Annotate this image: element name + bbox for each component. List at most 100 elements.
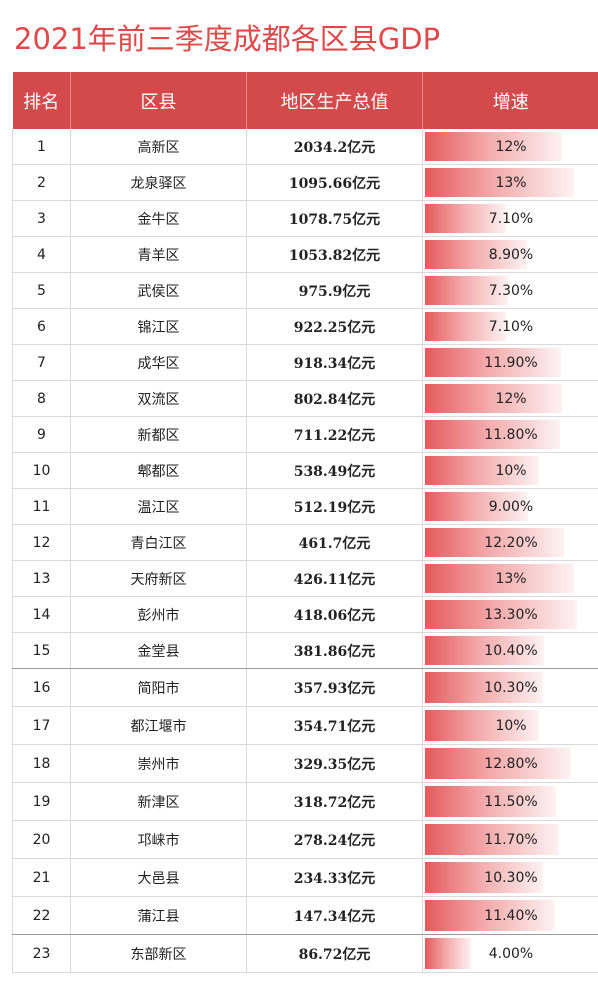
table-row[interactable]: 9 新都区 711.22亿元 11.80%: [12, 416, 598, 453]
rank-cell: 12: [12, 524, 71, 561]
growth-cell: 11.50%: [422, 782, 598, 821]
table-row[interactable]: 20 邛崃市 278.24亿元 11.70%: [12, 820, 598, 859]
gdp-cell: 354.71亿元: [246, 706, 423, 745]
growth-cell: 10%: [422, 706, 598, 745]
rank-cell: 6: [12, 308, 71, 345]
county-cell: 简阳市: [70, 668, 247, 707]
gdp-cell: 234.33亿元: [246, 858, 423, 897]
table-row[interactable]: 11 温江区 512.19亿元 9.00%: [12, 488, 598, 525]
header-county[interactable]: 区县: [70, 72, 247, 129]
gdp-cell: 538.49亿元: [246, 452, 423, 489]
growth-bar: [425, 600, 577, 629]
growth-label: 11.50%: [484, 793, 538, 810]
growth-label: 13%: [495, 174, 527, 191]
county-cell: 武侯区: [70, 272, 247, 309]
rank-cell: 2: [12, 164, 71, 201]
county-cell: 新都区: [70, 416, 247, 453]
growth-bar: [425, 824, 559, 855]
table-row[interactable]: 21 大邑县 234.33亿元 10.30%: [12, 858, 598, 897]
growth-label: 11.90%: [484, 354, 538, 371]
growth-cell: 9.00%: [422, 488, 598, 525]
growth-bar: [425, 168, 574, 197]
growth-bar: [425, 204, 506, 233]
county-cell: 双流区: [70, 380, 247, 417]
gdp-cell: 381.86亿元: [246, 632, 423, 669]
table-row[interactable]: 16 简阳市 357.93亿元 10.30%: [12, 668, 598, 707]
gdp-cell: 86.72亿元: [246, 934, 423, 973]
county-cell: 都江堰市: [70, 706, 247, 745]
gdp-cell: 357.93亿元: [246, 668, 423, 707]
table-row[interactable]: 6 锦江区 922.25亿元 7.10%: [12, 308, 598, 345]
county-cell: 邛崃市: [70, 820, 247, 859]
gdp-cell: 711.22亿元: [246, 416, 423, 453]
growth-cell: 12.20%: [422, 524, 598, 561]
table-row[interactable]: 1 高新区 2034.2亿元 12%: [12, 129, 598, 165]
gdp-cell: 1095.66亿元: [246, 164, 423, 201]
table-row[interactable]: 2 龙泉驿区 1095.66亿元 13%: [12, 164, 598, 201]
growth-bar: [425, 672, 543, 703]
gdp-cell: 426.11亿元: [246, 560, 423, 597]
table-row[interactable]: 13 天府新区 426.11亿元 13%: [12, 560, 598, 597]
growth-bar: [425, 786, 556, 817]
county-cell: 温江区: [70, 488, 247, 525]
growth-bar: [425, 312, 506, 341]
table-row[interactable]: 22 蒲江县 147.34亿元 11.40%: [12, 896, 598, 935]
table-body: 1 高新区 2034.2亿元 12% 2 龙泉驿区 1095.66亿元 13% 3 金牛区 1078…: [12, 129, 598, 973]
header-growth[interactable]: 增速: [422, 72, 598, 129]
gdp-table: 排名 区县 地区生产总值 增速 1 高新区 2034.2亿元 12% 2 龙泉驿区 1095…: [12, 72, 598, 973]
county-cell: 郫都区: [70, 452, 247, 489]
growth-label: 10%: [495, 717, 527, 734]
rank-cell: 21: [12, 858, 71, 897]
county-cell: 金堂县: [70, 632, 247, 669]
table-row[interactable]: 15 金堂县 381.86亿元 10.40%: [12, 632, 598, 669]
table-row[interactable]: 23 东部新区 86.72亿元 4.00%: [12, 934, 598, 973]
table-row[interactable]: 10 郫都区 538.49亿元 10%: [12, 452, 598, 489]
growth-label: 12%: [495, 390, 527, 407]
county-cell: 青白江区: [70, 524, 247, 561]
rank-cell: 14: [12, 596, 71, 633]
table-row[interactable]: 19 新津区 318.72亿元 11.50%: [12, 782, 598, 821]
gdp-cell: 1053.82亿元: [246, 236, 423, 273]
growth-bar: [425, 240, 527, 269]
growth-bar: [425, 710, 539, 741]
table-row[interactable]: 4 青羊区 1053.82亿元 8.90%: [12, 236, 598, 273]
growth-label: 7.10%: [488, 210, 534, 227]
growth-bar: [425, 276, 508, 305]
county-cell: 龙泉驿区: [70, 164, 247, 201]
growth-cell: 11.90%: [422, 344, 598, 381]
rank-cell: 11: [12, 488, 71, 525]
rank-cell: 16: [12, 668, 71, 707]
table-row[interactable]: 3 金牛区 1078.75亿元 7.10%: [12, 200, 598, 237]
table-row[interactable]: 14 彭州市 418.06亿元 13.30%: [12, 596, 598, 633]
growth-bar: [425, 132, 562, 161]
table-row[interactable]: 17 都江堰市 354.71亿元 10%: [12, 706, 598, 745]
table-row[interactable]: 5 武侯区 975.9亿元 7.30%: [12, 272, 598, 309]
gdp-cell: 147.34亿元: [246, 896, 423, 935]
rank-cell: 1: [12, 129, 71, 165]
growth-cell: 13.30%: [422, 596, 598, 633]
growth-bar: [425, 564, 574, 593]
gdp-cell: 278.24亿元: [246, 820, 423, 859]
rank-cell: 13: [12, 560, 71, 597]
growth-cell: 12%: [422, 380, 598, 417]
growth-bar: [425, 862, 543, 893]
table-row[interactable]: 12 青白江区 461.7亿元 12.20%: [12, 524, 598, 561]
gdp-cell: 318.72亿元: [246, 782, 423, 821]
growth-bar: [425, 492, 528, 521]
growth-cell: 12%: [422, 129, 598, 165]
growth-bar: [425, 748, 571, 779]
table-row[interactable]: 18 崇州市 329.35亿元 12.80%: [12, 744, 598, 783]
gdp-cell: 975.9亿元: [246, 272, 423, 309]
table-header-row: 排名 区县 地区生产总值 增速: [12, 72, 598, 129]
county-cell: 高新区: [70, 129, 247, 165]
header-rank[interactable]: 排名: [12, 72, 71, 129]
growth-cell: 11.70%: [422, 820, 598, 859]
growth-cell: 10.30%: [422, 668, 598, 707]
table-row[interactable]: 7 成华区 918.34亿元 11.90%: [12, 344, 598, 381]
rank-cell: 3: [12, 200, 71, 237]
growth-cell: 12.80%: [422, 744, 598, 783]
growth-label: 12.20%: [484, 534, 538, 551]
table-row[interactable]: 8 双流区 802.84亿元 12%: [12, 380, 598, 417]
growth-bar: [425, 636, 544, 665]
header-gdp[interactable]: 地区生产总值: [246, 72, 423, 129]
